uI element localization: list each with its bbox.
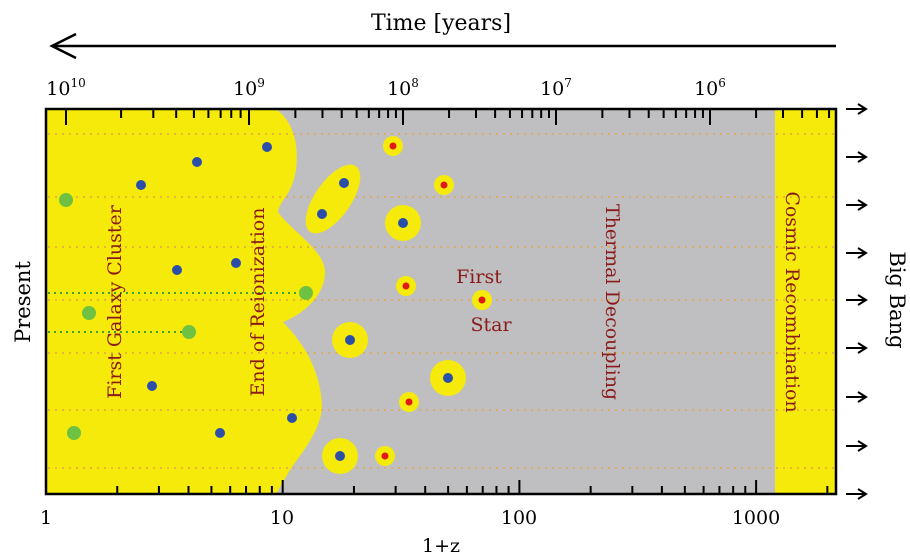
top-axis-ticks	[65, 109, 831, 125]
bottom-axis-label: 1+z	[422, 535, 460, 557]
red-star-dots	[381, 142, 486, 460]
top-tick-label: 108	[387, 76, 419, 100]
svg-text:109: 109	[233, 76, 265, 100]
svg-text:106: 106	[694, 76, 726, 100]
svg-text:1010: 1010	[46, 76, 85, 100]
bottom-tick-label: 10	[270, 507, 294, 529]
right-arrow-head	[857, 103, 868, 115]
reionized-region	[46, 109, 325, 494]
top-tick-label: 107	[540, 76, 572, 100]
time-arrow	[49, 32, 836, 60]
end-of-reionization-label: End of Reionization	[247, 208, 269, 397]
bottom-tick-label: 1	[40, 507, 52, 529]
cosmic-recombination-label: Cosmic Recombination	[781, 191, 803, 412]
right-arrow-head	[857, 247, 868, 259]
big-bang-label: Big Bang	[885, 251, 909, 348]
right-arrow-head	[857, 199, 868, 211]
time-axis-label: Time [years]	[371, 11, 511, 36]
bottom-tick-label: 1000	[732, 507, 780, 529]
right-arrow-head	[857, 391, 868, 403]
dotted-gridlines	[48, 133, 834, 469]
recombination-region	[775, 109, 836, 494]
right-arrow-head	[857, 151, 868, 163]
first-star-label-line1: First	[456, 266, 502, 288]
right-arrows	[846, 103, 868, 500]
top-tick-label: 1010	[46, 76, 85, 100]
top-tick-label: 106	[694, 76, 726, 100]
svg-text:108: 108	[387, 76, 419, 100]
bottom-axis-ticks	[45, 480, 829, 494]
right-arrow-head	[857, 440, 868, 452]
green-cluster-dots	[59, 193, 313, 440]
first-galaxy-cluster-label: First Galaxy Cluster	[104, 204, 126, 399]
right-arrow-head	[857, 488, 868, 500]
top-tick-label: 109	[233, 76, 265, 100]
bottom-tick-label: 100	[501, 507, 537, 529]
thermal-decoupling-label: Thermal Decoupling	[601, 204, 623, 400]
present-label: Present	[11, 261, 35, 343]
right-arrow-head	[857, 294, 868, 306]
right-arrow-head	[857, 342, 868, 354]
green-dotted-lines	[48, 292, 305, 333]
svg-text:107: 107	[540, 76, 572, 100]
blue-galaxy-dots	[136, 142, 453, 461]
frame-border	[44, 107, 838, 496]
first-star-label-line2: Star	[470, 314, 512, 336]
